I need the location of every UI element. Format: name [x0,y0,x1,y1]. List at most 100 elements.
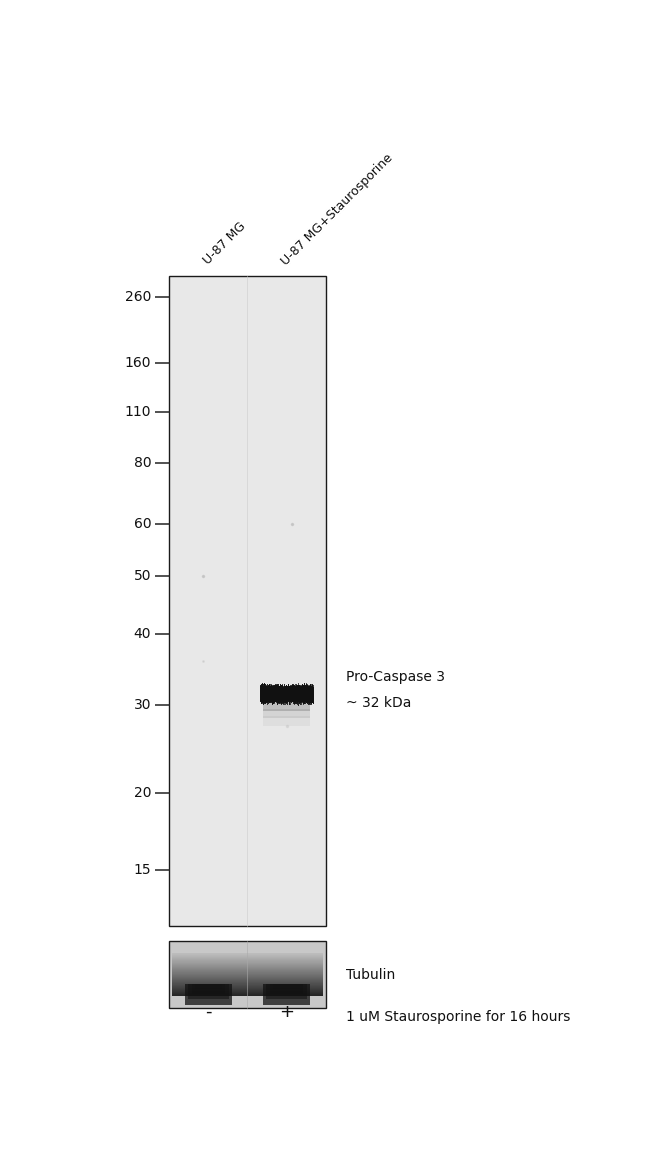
Bar [172,976,323,978]
Bar [308,690,309,703]
Bar [277,687,278,703]
Bar [172,985,323,988]
Bar [273,686,274,703]
Text: +: + [279,1003,294,1021]
Bar [172,963,323,964]
Bar [280,685,281,702]
Bar [172,974,323,975]
Bar [272,687,273,705]
Text: 15: 15 [134,863,151,877]
Bar [312,684,313,703]
Bar [284,685,285,702]
Bar [304,685,305,701]
Bar [278,687,279,703]
Bar [260,686,261,703]
Bar [294,685,295,702]
Bar [303,687,304,702]
Bar [262,687,263,702]
Bar [262,685,263,702]
Bar [281,685,282,702]
Bar [172,975,323,977]
Bar [172,973,323,974]
Bar [313,684,314,702]
Bar [172,985,323,986]
Bar [172,977,323,978]
Bar [291,687,292,702]
Bar [280,685,281,702]
Text: 20: 20 [134,787,151,800]
Bar [311,688,312,703]
Bar [293,687,294,703]
Bar [274,984,300,989]
Bar [289,686,290,705]
Bar [299,686,300,703]
Bar [269,687,270,703]
Bar [304,684,305,702]
Bar [278,685,279,702]
Bar [298,687,300,702]
Bar [172,986,323,988]
Bar [294,686,295,702]
Bar [172,960,323,961]
Text: 160: 160 [125,356,151,370]
Bar [302,684,303,702]
Bar [280,685,281,702]
Bar [172,979,323,981]
Bar [285,686,287,702]
Bar [172,964,323,967]
Bar [299,684,300,703]
Text: 260: 260 [125,290,151,304]
Bar [261,685,262,701]
Bar [172,966,323,967]
Bar [297,688,298,703]
Bar [287,686,288,706]
Text: 40: 40 [134,627,151,641]
Bar [292,685,293,703]
Bar [172,957,323,960]
Bar [172,986,323,989]
Bar [172,961,323,962]
Bar [290,687,291,703]
Bar [307,685,309,703]
Text: U-87 MG+Staurosporine: U-87 MG+Staurosporine [279,151,395,268]
Bar [263,687,265,703]
Bar [285,686,287,703]
Bar [172,990,323,991]
Bar [172,961,323,962]
Bar [284,685,285,702]
Bar [172,956,323,957]
Bar [172,970,323,971]
Bar [294,685,295,701]
Bar [172,969,323,971]
Text: 1 uM Staurosporine for 16 hours: 1 uM Staurosporine for 16 hours [346,1011,570,1024]
Bar [272,684,274,703]
Bar [278,687,280,705]
Bar [271,687,272,705]
Bar [172,978,323,979]
Bar [172,959,323,961]
Bar [172,976,323,977]
Bar [307,685,308,702]
Bar [172,992,323,994]
Bar [297,684,298,702]
Bar [300,686,301,701]
Bar [307,687,308,706]
Bar [172,984,323,985]
Bar [298,685,299,702]
Bar [279,686,280,706]
Bar [274,687,276,705]
Bar [275,688,276,703]
Bar [297,687,298,701]
Bar [288,687,289,701]
Bar [172,984,323,985]
Bar [172,988,323,989]
Bar [172,969,323,970]
Bar [172,977,323,978]
Bar [263,709,311,718]
Bar [288,684,289,702]
Bar [308,688,309,703]
Bar [172,993,323,994]
Text: U-87 MG: U-87 MG [201,221,248,268]
Bar [275,686,276,700]
Bar [291,687,292,703]
